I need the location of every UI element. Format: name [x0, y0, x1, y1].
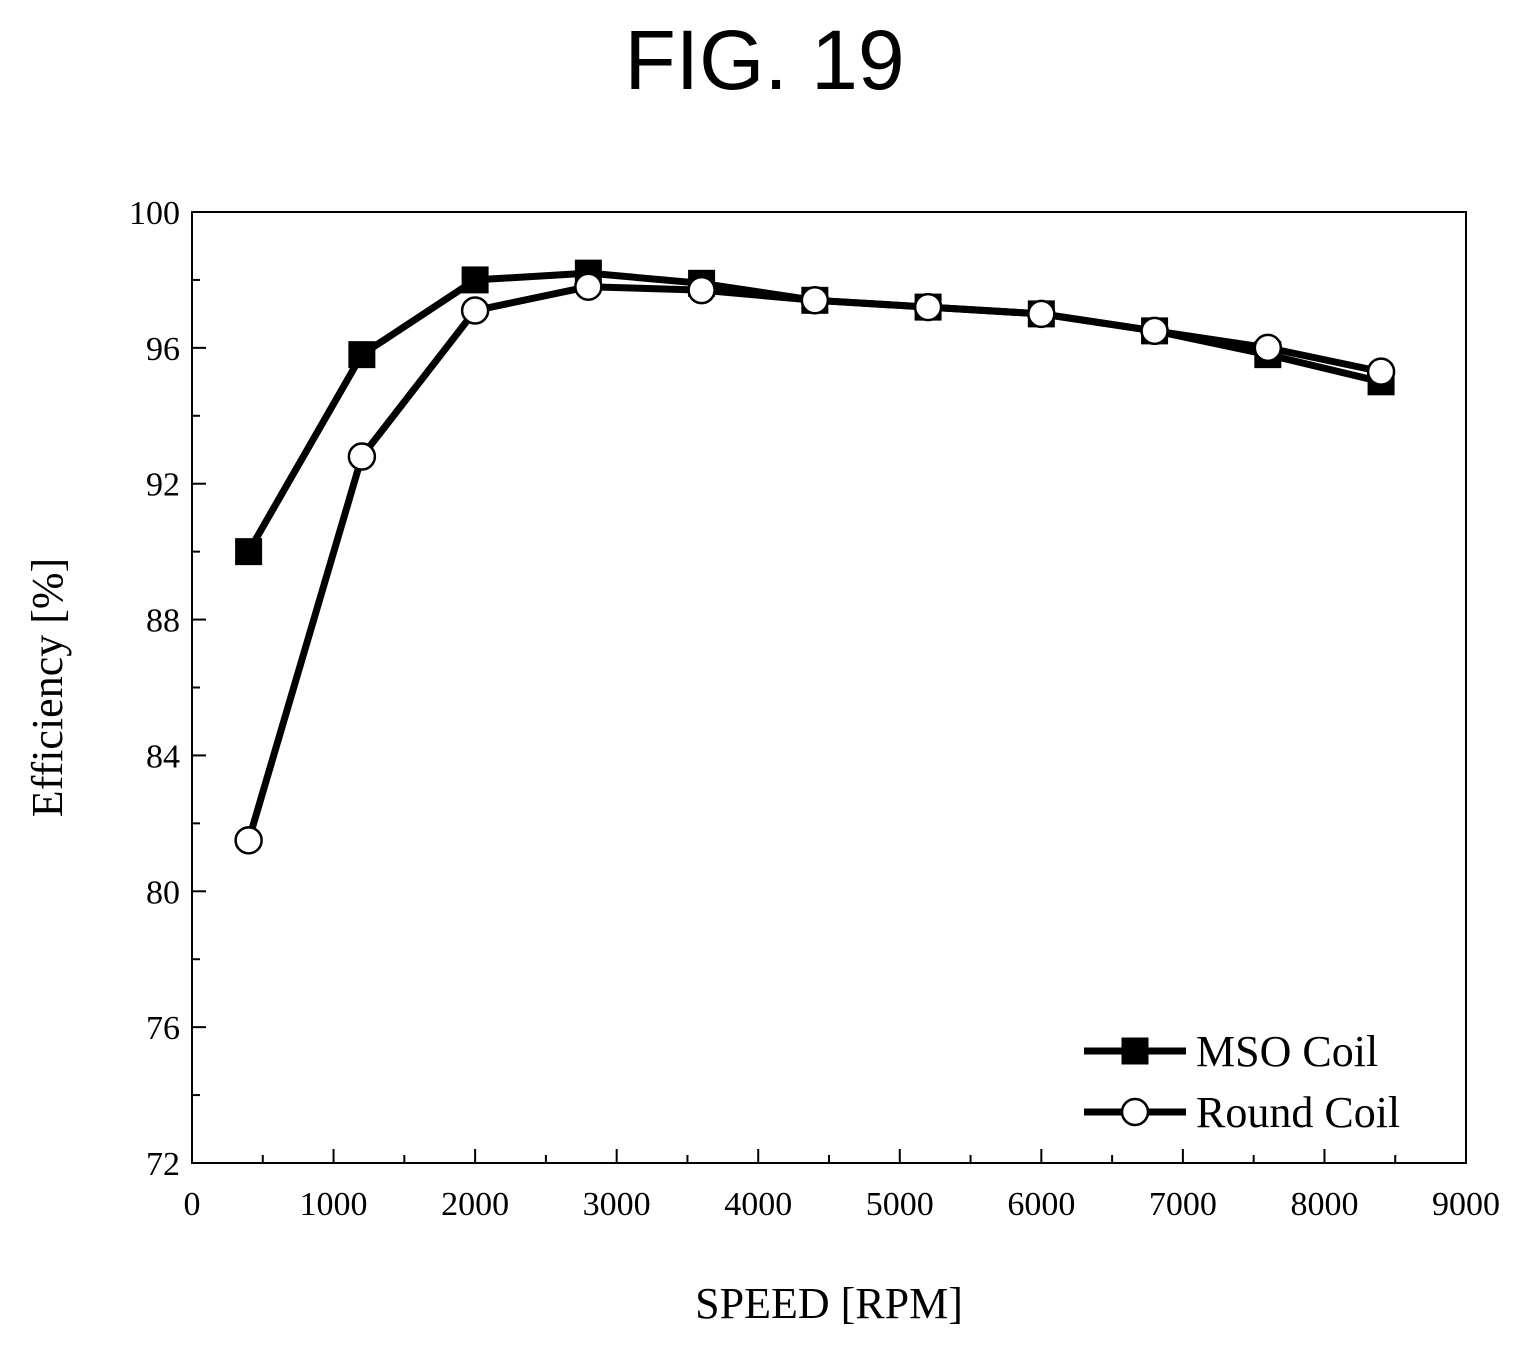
data-point-round-coil-0 — [234, 826, 263, 855]
x-tick-label-7000: 7000 — [1149, 1186, 1217, 1223]
data-point-mso-coil-0 — [235, 538, 263, 566]
x-tick-label-5000: 5000 — [866, 1186, 934, 1223]
data-point-round-coil-1 — [347, 442, 377, 471]
y-tick-label-84: 84 — [146, 738, 180, 775]
data-point-round-coil-4 — [687, 275, 716, 305]
y-tick-label-92: 92 — [146, 467, 180, 504]
legend-label-mso-coil: MSO Coil — [1196, 1027, 1378, 1076]
x-tick-label-2000: 2000 — [441, 1186, 509, 1223]
data-point-round-coil-3 — [574, 272, 603, 301]
data-point-round-coil-8 — [1140, 316, 1169, 346]
figure-title: FIG. 19 — [624, 13, 905, 107]
y-tick-label-80: 80 — [146, 874, 180, 911]
y-tick-label-72: 72 — [146, 1146, 180, 1183]
y-axis-title: Efficiency [%] — [23, 558, 72, 817]
data-point-round-coil-6 — [913, 292, 943, 322]
series-line-mso-coil — [245, 269, 1382, 554]
plot-area: 0 1000 2000 3000 4000 5000 6000 7000 8000 9000 72 7… — [23, 195, 1500, 1328]
x-tick-label-8000: 8000 — [1290, 1186, 1358, 1223]
y-tick-label-76: 76 — [146, 1010, 180, 1047]
data-point-mso-coil-2 — [461, 266, 489, 294]
legend-marker-mso-coil — [1121, 1037, 1149, 1065]
data-point-round-coil-2 — [460, 296, 490, 325]
x-tick-label-9000: 9000 — [1432, 1186, 1500, 1223]
data-point-round-coil-5 — [800, 286, 830, 315]
x-tick-label-4000: 4000 — [724, 1186, 792, 1223]
x-tick-label-6000: 6000 — [1007, 1186, 1075, 1223]
x-tick-label-3000: 3000 — [583, 1186, 651, 1223]
legend-marker-round-coil — [1120, 1097, 1150, 1127]
legend-label-round-coil: Round Coil — [1196, 1088, 1400, 1137]
x-tick-label-1000: 1000 — [300, 1186, 368, 1223]
data-point-round-coil-9 — [1253, 333, 1283, 363]
x-tick-label-0: 0 — [184, 1186, 201, 1223]
x-axis-title: SPEED [RPM] — [695, 1279, 963, 1328]
y-tick-label-100: 100 — [129, 195, 180, 232]
data-point-round-coil-7 — [1027, 299, 1056, 329]
data-point-mso-coil-1 — [348, 341, 376, 369]
data-point-round-coil-10 — [1366, 357, 1396, 386]
y-tick-label-96: 96 — [146, 331, 180, 368]
series-line-round-coil — [245, 283, 1382, 842]
y-tick-label-88: 88 — [146, 603, 180, 640]
